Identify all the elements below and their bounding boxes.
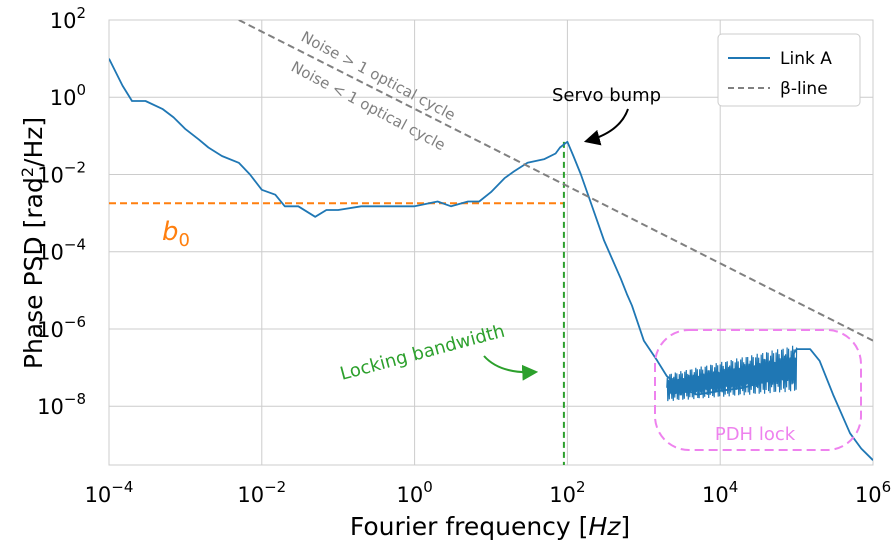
x-tick-label: 10−2: [237, 478, 286, 507]
annotation-pdh-lock: PDH lock: [715, 424, 796, 445]
y-axis-ticks: 102 100 10−2 10−4 10−6 10−8: [37, 4, 86, 419]
legend: Link A β-line: [717, 33, 861, 107]
x-tick-label: 100: [396, 478, 432, 507]
legend-label-link-a: Link A: [780, 49, 832, 69]
x-axis-ticks: 10−4 10−2 100 102 104 106: [85, 478, 892, 507]
series-line-link-a: [109, 58, 873, 461]
x-tick-label: 104: [702, 478, 738, 507]
y-tick-label: 10−8: [37, 390, 86, 419]
pdh-lock-region: [654, 329, 862, 451]
x-tick-label: 102: [549, 478, 585, 507]
x-tick-label: 10−4: [85, 478, 134, 507]
y-tick-label: 10−6: [37, 313, 86, 342]
legend-label-beta: β-line: [780, 79, 828, 99]
y-axis-label: Phase PSD [rad2/Hz]: [18, 117, 48, 369]
y-tick-label: 10−4: [37, 236, 86, 265]
plot-frame: [108, 19, 874, 466]
annotation-b0: b0: [162, 217, 190, 251]
y-tick-label: 10−2: [37, 158, 86, 187]
annotation-locking-bandwidth: Locking bandwidth: [338, 321, 507, 385]
servo-bump-arrow: [583, 108, 629, 146]
annotation-servo-bump: Servo bump: [552, 85, 661, 106]
y-tick-label: 100: [50, 81, 86, 110]
x-axis-label: Fourier frequency [Hz]: [350, 512, 630, 541]
pdh-noise-oscillation: [666, 345, 798, 402]
series-line-beta: [238, 20, 873, 342]
locking-bandwidth-arrow: [483, 355, 539, 381]
y-tick-label: 102: [50, 4, 86, 33]
x-tick-label: 106: [855, 478, 891, 507]
